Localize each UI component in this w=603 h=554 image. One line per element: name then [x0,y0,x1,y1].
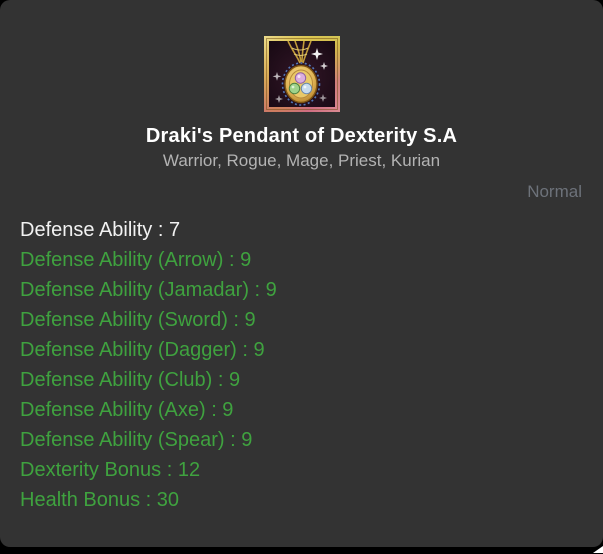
stat-line: Defense Ability (Club) : 9 [20,369,241,391]
stat-line: Defense Ability (Dagger) : 9 [20,339,265,361]
item-title: Draki's Pendant of Dexterity S.A [145,125,458,147]
stat-line: Defense Ability : 7 [20,219,181,241]
item-usable-classes: Warrior, Rogue, Mage, Priest, Kurian [162,151,441,170]
item-rarity-label: Normal [527,182,582,201]
draki-pendant-icon [263,36,340,112]
item-icon-frame [263,36,340,112]
stat-line: Defense Ability (Spear) : 9 [20,429,253,451]
stat-line: Dexterity Bonus : 12 [20,459,201,481]
stat-line: Defense Ability (Arrow) : 9 [20,249,252,271]
stat-line: Health Bonus : 30 [20,489,179,511]
stat-line: Defense Ability (Axe) : 9 [20,399,234,421]
stat-line: Defense Ability (Jamadar) : 9 [20,279,277,301]
stat-line: Defense Ability (Sword) : 9 [20,309,256,331]
item-stats-list: Defense Ability : 7 Defense Ability (Arro… [0,215,603,515]
background-corner-artifact [593,546,603,553]
